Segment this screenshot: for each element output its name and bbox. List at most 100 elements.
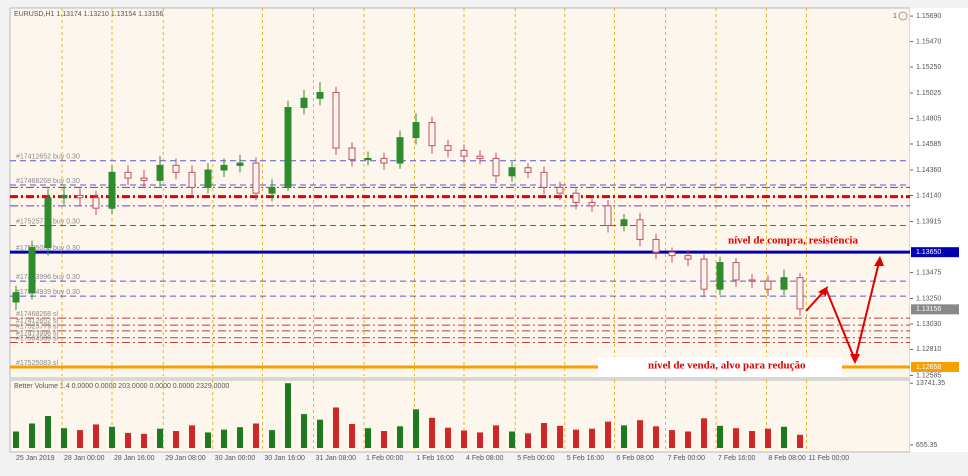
candle-body (764, 280, 772, 290)
volume-bar (253, 423, 259, 448)
volume-bar (269, 430, 275, 448)
level-label: #17534939 sl (16, 335, 58, 342)
x-tick-label: 7 Feb 16:00 (718, 455, 755, 462)
x-tick-label: 8 Feb 08:00 (768, 455, 805, 462)
corner-label: 1 (893, 13, 897, 20)
last-price-label: 1.13156 (916, 306, 941, 313)
x-tick-label: 28 Jan 16:00 (114, 455, 155, 462)
volume-bar (573, 429, 579, 448)
volume-bar (541, 423, 547, 448)
level-label: #17468268 sl (16, 311, 58, 318)
candle-body (92, 197, 100, 209)
candle-body (668, 251, 676, 257)
x-tick-label: 30 Jan 00:00 (215, 455, 256, 462)
volume-bar (333, 407, 339, 448)
volume-bar (125, 432, 131, 448)
level-label: #17473996 buy 0.30 (16, 274, 80, 281)
candle-body (796, 277, 804, 310)
level-label: #17534939 buy 0.30 (16, 289, 80, 296)
candle-body (748, 279, 756, 282)
last-price-box (911, 304, 959, 315)
candle-body (236, 162, 244, 166)
volume-bar (413, 409, 419, 448)
price-box (911, 247, 959, 258)
volume-bar (349, 423, 355, 448)
volume-bar (589, 428, 595, 448)
candle-body (572, 192, 580, 203)
x-tick-label: 7 Feb 00:00 (668, 455, 705, 462)
volume-bar (461, 430, 467, 448)
candle-body (124, 171, 132, 179)
candle-body (220, 164, 228, 171)
candle-body (316, 91, 324, 99)
arrow-head (874, 256, 884, 266)
volume-bar (93, 424, 99, 448)
y-tick-label: 655.35 (916, 442, 938, 449)
candle-body (508, 167, 516, 177)
volume-bar (317, 419, 323, 448)
volume-bar (685, 431, 691, 448)
volume-bar (29, 423, 35, 448)
volume-bar (205, 432, 211, 448)
level-label: #17412652 sl (16, 318, 58, 325)
volume-bar (717, 425, 723, 448)
candle-body (252, 162, 260, 194)
volume-bar (365, 428, 371, 448)
volume-bar (797, 434, 803, 448)
y-tick-label: 1.14360 (916, 167, 941, 174)
candle-body (12, 292, 20, 303)
arrow (805, 257, 881, 364)
arrow-head (818, 286, 828, 296)
volume-bar (653, 426, 659, 448)
candle-body (684, 255, 692, 260)
volume-bar (109, 426, 115, 448)
candle-body (380, 157, 388, 164)
volume-bar (621, 425, 627, 448)
volume-bar (157, 428, 163, 448)
candle-body (300, 97, 308, 109)
price-pane (9, 7, 911, 379)
level-label: #17468268 buy 0.30 (16, 178, 80, 185)
y-tick-label: 1.14585 (916, 141, 941, 148)
volume-bar (61, 428, 67, 448)
annotation-box (598, 356, 842, 377)
x-tick-label: 29 Jan 08:00 (165, 455, 206, 462)
volume-bar (605, 421, 611, 448)
x-tick-label: 25 Jan 2019 (16, 455, 55, 462)
candle-body (604, 205, 612, 227)
y-tick-label: 1.14805 (916, 115, 941, 122)
y-tick-label: 1.13475 (916, 269, 941, 276)
candle-body (556, 186, 564, 194)
x-tick-label: 6 Feb 08:00 (616, 455, 653, 462)
candle-body (652, 238, 660, 253)
x-tick-label: 4 Feb 08:00 (466, 455, 503, 462)
candle-body (140, 177, 148, 181)
candle-body (60, 194, 68, 199)
y-tick-label: 1.15470 (916, 38, 941, 45)
level-label: #17525779 sl (16, 324, 58, 331)
header: EURUSD,H1 1.13174 1.13210 1.13154 1.1315… (14, 11, 164, 18)
x-tick-label: 1 Feb 16:00 (416, 455, 453, 462)
volume-bar (445, 427, 451, 448)
volume-bar (477, 432, 483, 448)
candle-body (332, 91, 340, 149)
candle-body (492, 157, 500, 177)
volume-bar (749, 431, 755, 448)
volume-bar (781, 426, 787, 448)
volume-bar (429, 417, 435, 448)
candle-body (524, 167, 532, 173)
x-tick-label: 5 Feb 00:00 (517, 455, 554, 462)
y-tick-label: 1.13915 (916, 218, 941, 225)
volume-bar (765, 428, 771, 448)
annotation: nível de venda, alvo para redução (648, 360, 806, 372)
price-box (911, 361, 959, 372)
candle-body (540, 171, 548, 188)
candle-body (700, 258, 708, 290)
candle-body (284, 107, 292, 188)
y-tick-label: 1.12585 (916, 372, 941, 379)
volume-bar (557, 425, 563, 448)
x-tick-label: 1 Feb 00:00 (366, 455, 403, 462)
annotation: nível de compra, resistência (728, 235, 858, 247)
volume-bar (397, 426, 403, 448)
level-label: #17412652 buy 0.30 (16, 154, 80, 161)
